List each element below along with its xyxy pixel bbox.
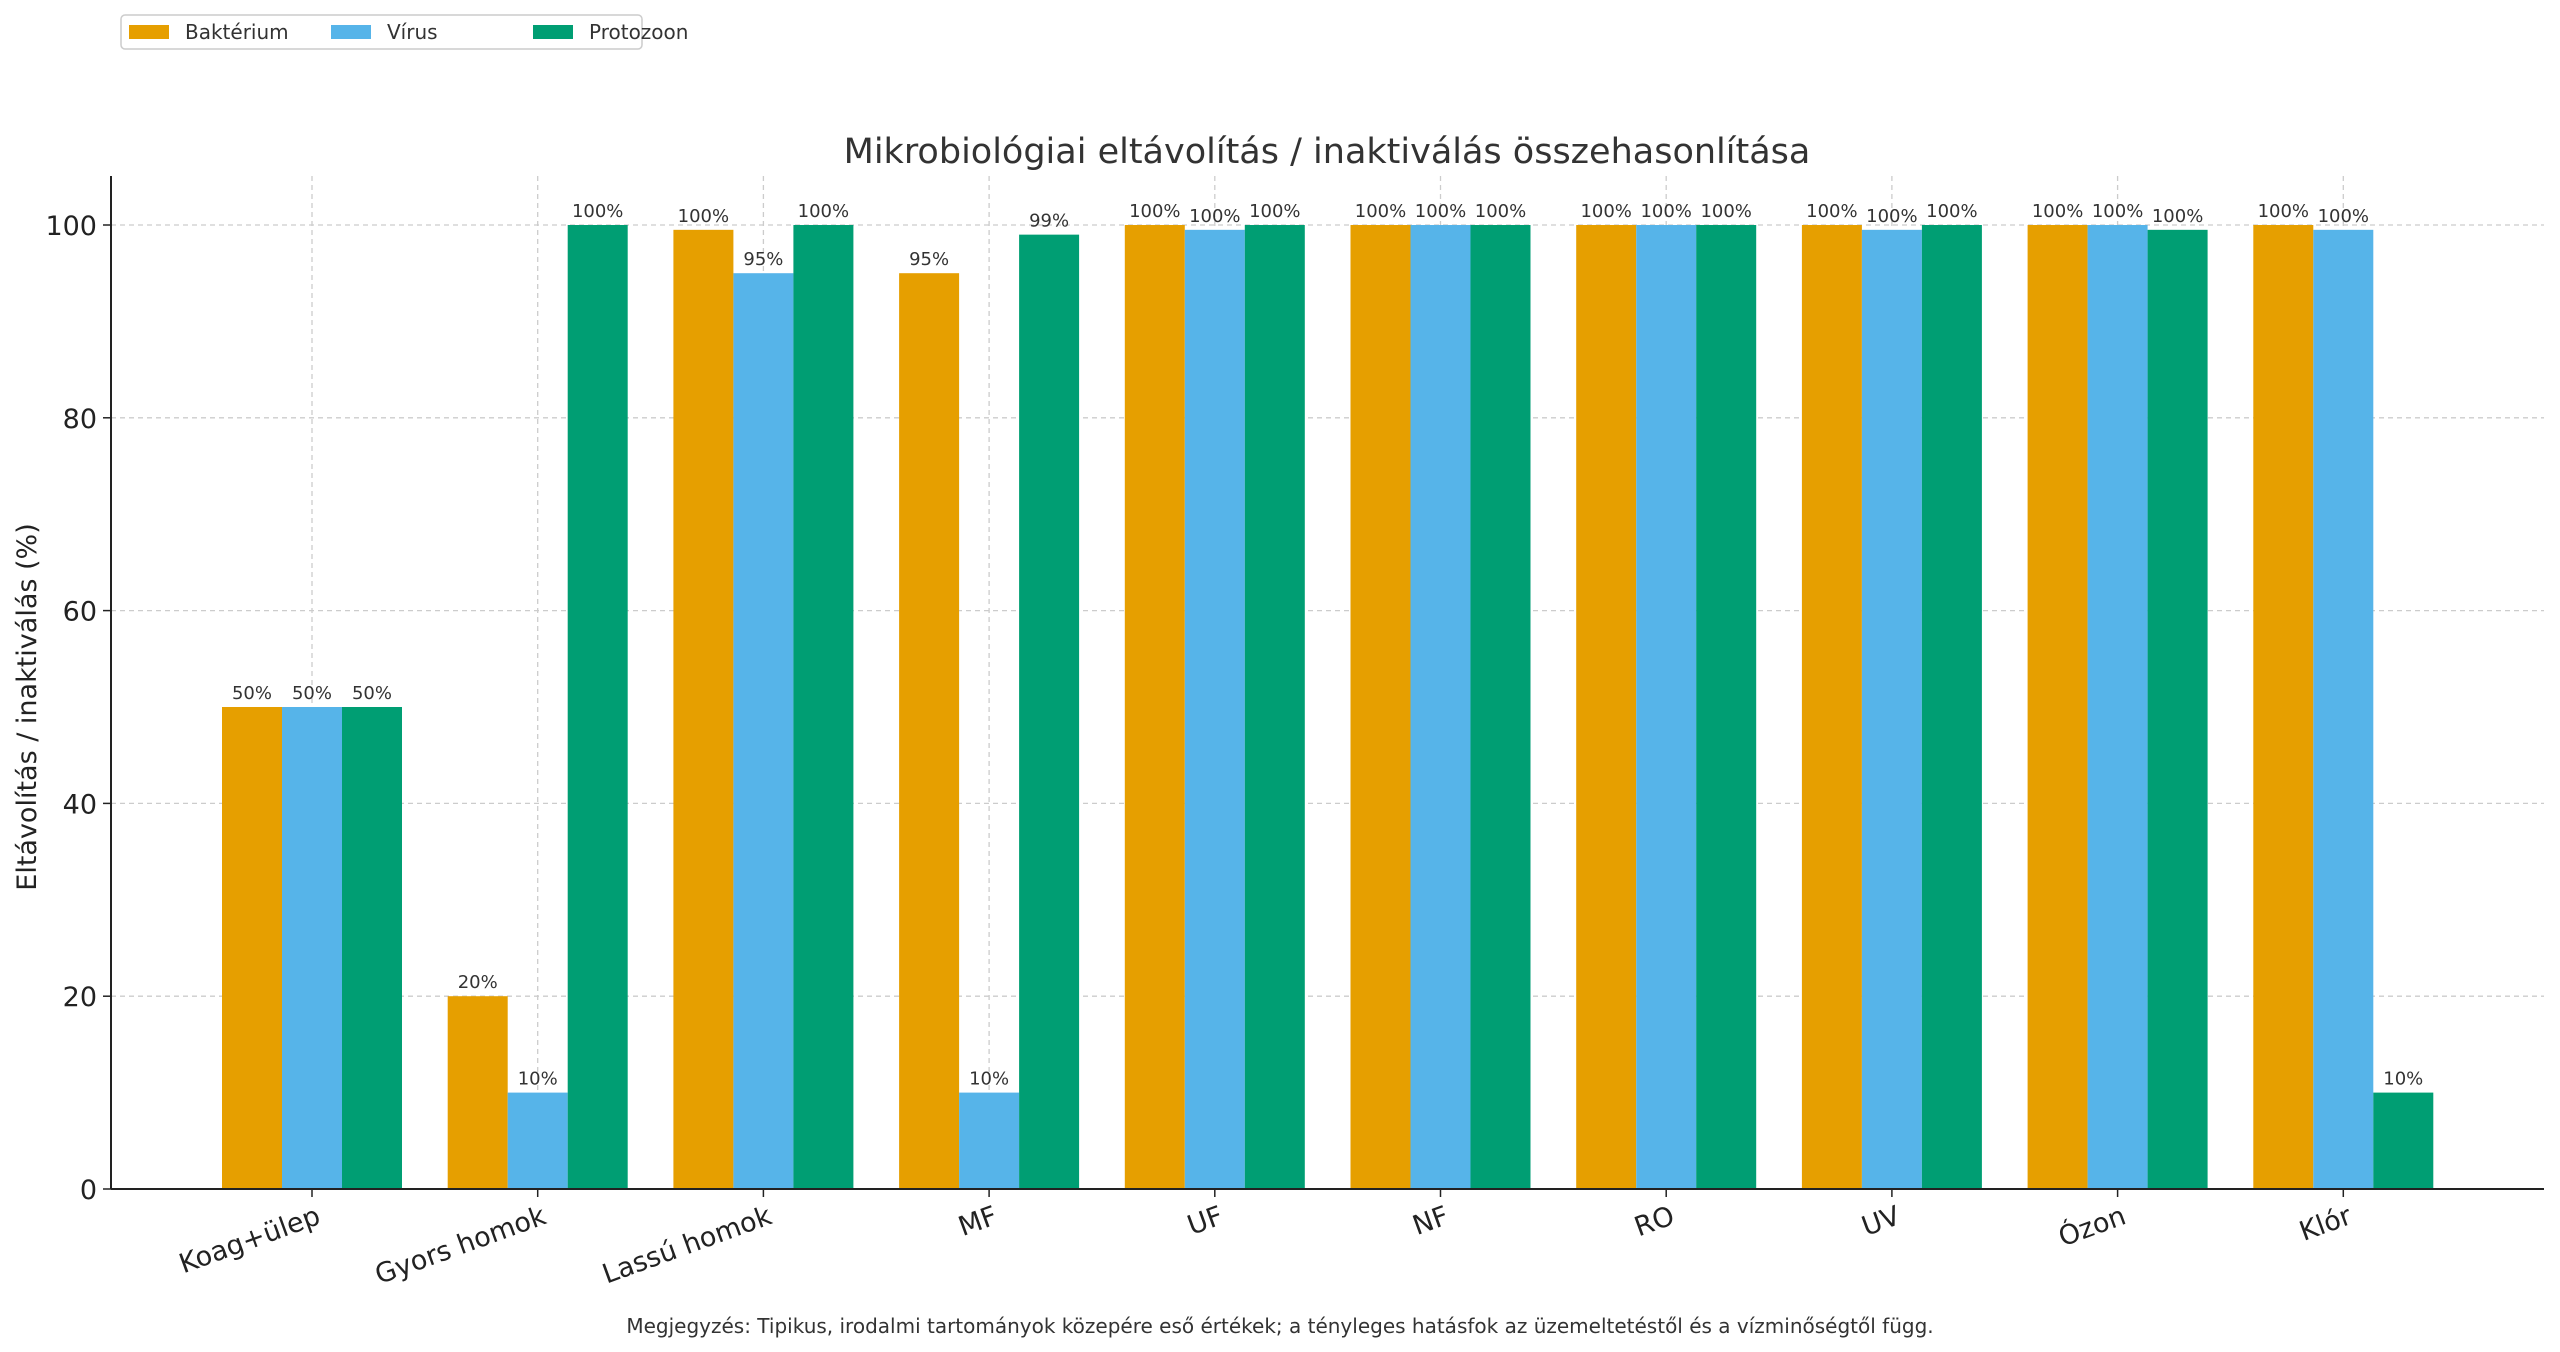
data-label: 100%	[2318, 206, 2369, 227]
x-tick-label: UV	[1858, 1200, 1905, 1242]
x-tick-label: Klór	[2295, 1200, 2356, 1248]
x-tick-label: NF	[1409, 1200, 1453, 1241]
bar-baktérium	[673, 229, 734, 1189]
data-label: 100%	[2258, 201, 2309, 222]
bar-vírus	[507, 1092, 568, 1189]
data-label: 100%	[2032, 201, 2083, 222]
data-label: 100%	[1475, 201, 1526, 222]
data-label: 50%	[232, 683, 272, 704]
data-label: 50%	[352, 683, 392, 704]
data-label: 100%	[1926, 201, 1977, 222]
bars	[222, 225, 2434, 1189]
y-tick-label: 80	[63, 404, 97, 435]
bar-vírus	[1861, 229, 1922, 1189]
y-tick-label: 40	[63, 789, 97, 820]
bar-baktérium	[1124, 225, 1185, 1189]
bar-vírus	[733, 273, 794, 1189]
legend-swatch-vírus	[331, 25, 371, 39]
legend-swatch-protozoon	[533, 25, 573, 39]
bar-vírus	[1184, 229, 1245, 1189]
y-tick-label: 0	[80, 1175, 97, 1206]
bar-protozoon	[2373, 1092, 2434, 1189]
chart-title: Mikrobiológiai eltávolítás / inaktiválás…	[844, 132, 1811, 172]
footnote: Megjegyzés: Tipikus, irodalmi tartományo…	[626, 1314, 1933, 1338]
bar-protozoon	[793, 225, 854, 1189]
data-label: 100%	[1129, 201, 1180, 222]
bar-baktérium	[2253, 225, 2314, 1189]
bar-baktérium	[899, 273, 960, 1189]
y-tick-label: 20	[63, 982, 97, 1013]
data-label: 100%	[2152, 206, 2203, 227]
bar-baktérium	[1801, 225, 1862, 1189]
bar-baktérium	[2027, 225, 2088, 1189]
data-label: 95%	[909, 249, 949, 270]
data-label: 99%	[1029, 211, 1069, 232]
legend-swatch-baktérium	[129, 25, 169, 39]
data-label: 100%	[1249, 201, 1300, 222]
data-label: 10%	[2383, 1069, 2423, 1090]
data-label: 50%	[292, 683, 332, 704]
legend-label: Baktérium	[185, 20, 289, 44]
bar-protozoon	[2147, 229, 2208, 1189]
x-tick-label: Gyors homok	[371, 1200, 550, 1291]
bar-protozoon	[1921, 225, 1982, 1189]
bar-protozoon	[1470, 225, 1531, 1189]
data-label: 10%	[518, 1069, 558, 1090]
data-label: 10%	[969, 1069, 1009, 1090]
x-tick-label: MF	[954, 1200, 1001, 1242]
data-label: 100%	[1580, 201, 1631, 222]
bar-vírus	[1636, 225, 1697, 1189]
bar-protozoon	[1696, 225, 1757, 1189]
data-label: 100%	[678, 206, 729, 227]
bar-vírus	[2313, 229, 2374, 1189]
data-label: 100%	[1866, 206, 1917, 227]
data-label: 95%	[743, 249, 783, 270]
bar-baktérium	[222, 707, 282, 1189]
x-tick-label: Lassú homok	[598, 1200, 776, 1290]
bar-protozoon	[1019, 234, 1080, 1189]
data-label: 20%	[458, 972, 498, 993]
data-label: 100%	[1355, 201, 1406, 222]
x-tick-label: Ózon	[2054, 1200, 2130, 1254]
y-tick-label: 60	[63, 597, 97, 628]
bar-baktérium	[1576, 225, 1637, 1189]
data-label: 100%	[798, 201, 849, 222]
data-label: 100%	[1415, 201, 1466, 222]
data-label: 100%	[1806, 201, 1857, 222]
y-tick-label: 100	[45, 211, 97, 242]
x-tick-label: UF	[1183, 1200, 1227, 1241]
bar-protozoon	[567, 225, 628, 1189]
legend: Baktérium Vírus Protozoon	[120, 14, 688, 50]
bar-protozoon	[1244, 225, 1305, 1189]
bar-vírus	[1410, 225, 1471, 1189]
bar-baktérium	[1350, 225, 1411, 1189]
legend-box	[120, 14, 643, 50]
bar-vírus	[282, 707, 342, 1189]
data-label: 100%	[1640, 201, 1691, 222]
data-label: 100%	[1189, 206, 1240, 227]
x-tick-label: RO	[1630, 1200, 1678, 1243]
data-label: 100%	[2092, 201, 2143, 222]
bar-protozoon	[342, 707, 402, 1189]
y-axis-label: Eltávolítás / inaktiválás (%)	[12, 523, 43, 890]
bar-vírus	[2087, 225, 2148, 1189]
data-label: 100%	[1700, 201, 1751, 222]
bar-vírus	[959, 1092, 1020, 1189]
bar-baktérium	[447, 996, 508, 1189]
data-labels: 50% 20% 100% 95% 100% 100% 100% 100% 100% 100% 50%…	[232, 201, 2423, 1090]
x-tick-label: Koag+ülep	[175, 1200, 324, 1280]
data-label: 100%	[572, 201, 623, 222]
legend-label: Vírus	[387, 20, 438, 44]
legend-label: Protozoon	[589, 20, 688, 44]
